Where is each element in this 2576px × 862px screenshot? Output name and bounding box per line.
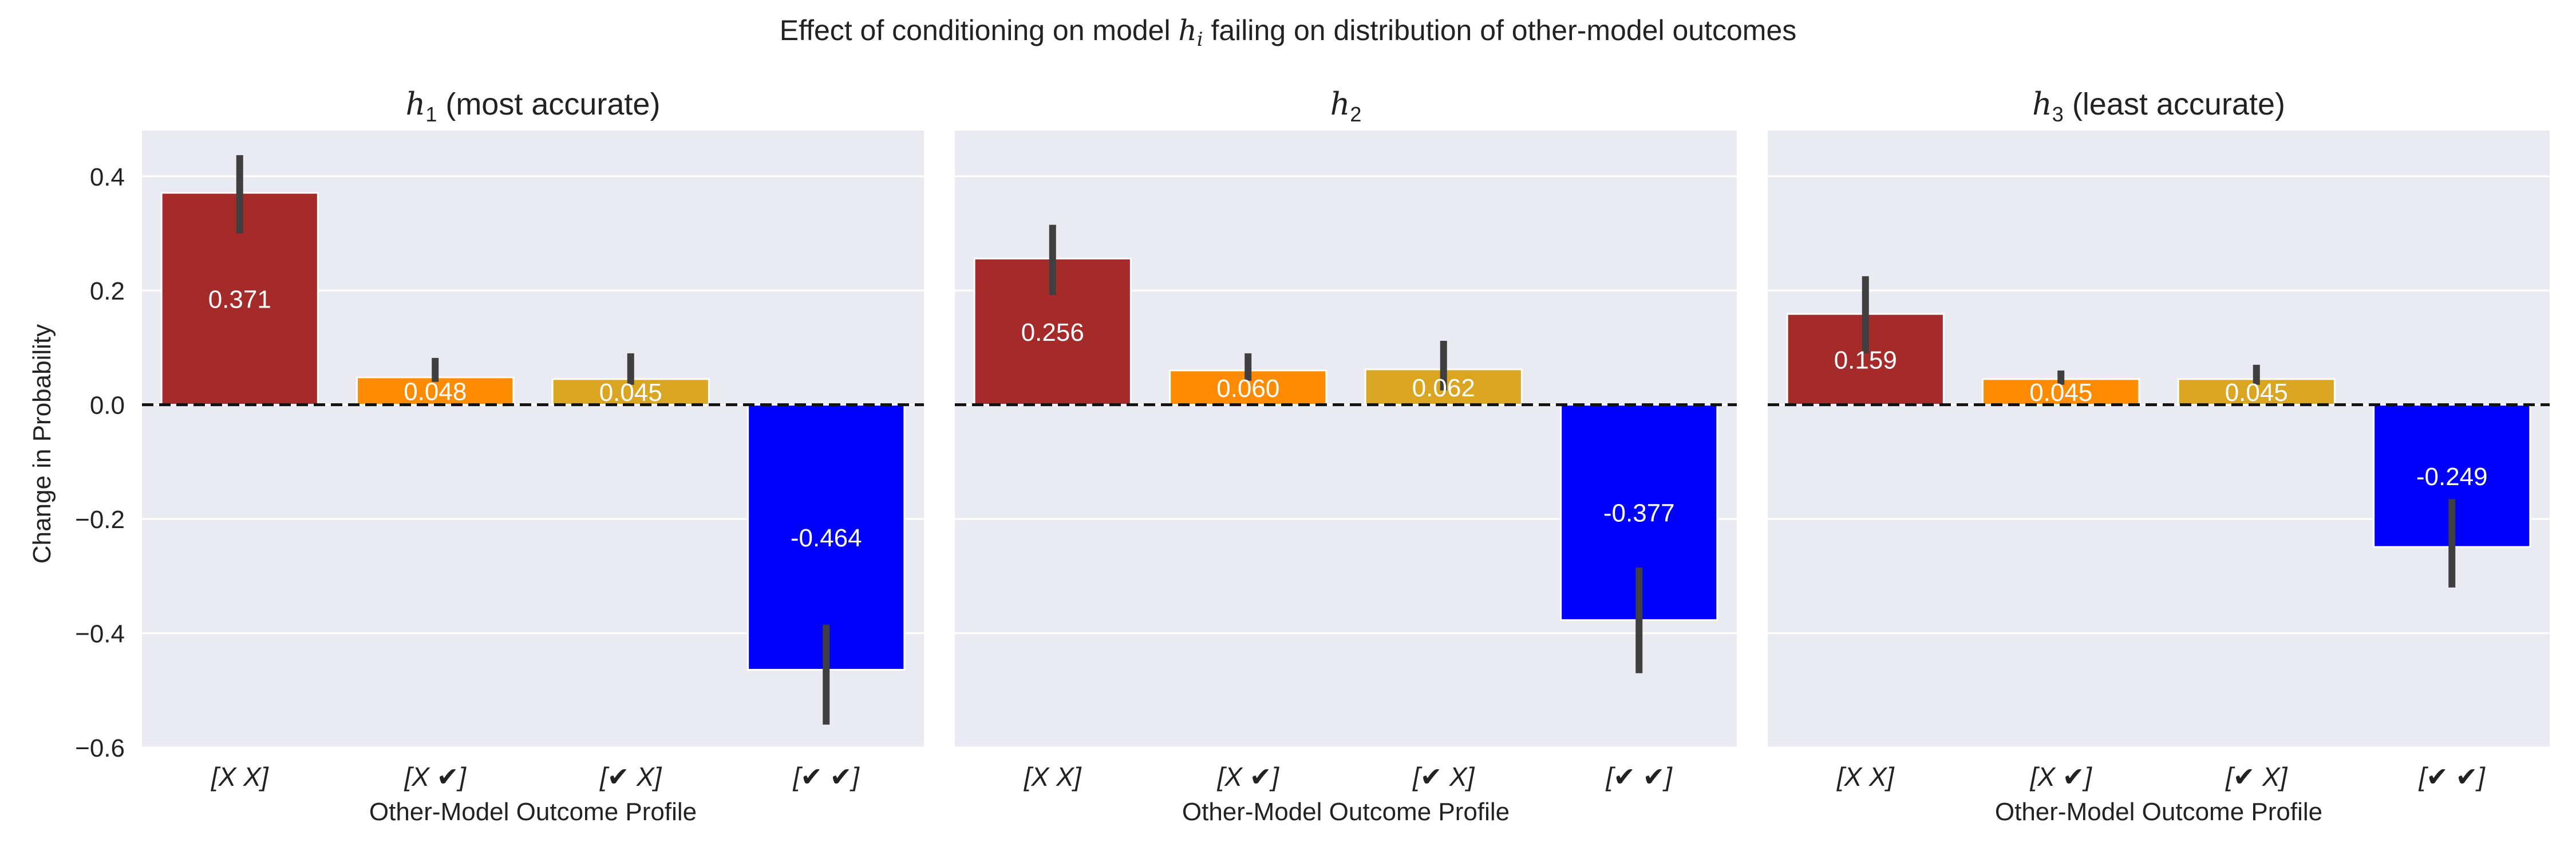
x-tick-label-1: [X X] <box>1836 762 1895 792</box>
y-tick-label: −0.4 <box>75 620 125 648</box>
y-tick-label: −0.2 <box>75 506 125 534</box>
x-tick-label-3: [✔ X] <box>599 762 662 792</box>
panel-title: h3 (least accurate) <box>2032 86 2285 126</box>
data-label-1: 0.256 <box>1021 318 1084 347</box>
x-tick-label-3: [✔ X] <box>1412 762 1475 792</box>
x-axis-label: Other-Model Outcome Profile <box>1995 798 2322 826</box>
panel-title: h2 <box>1330 86 1362 126</box>
y-tick-label: −0.6 <box>75 734 125 762</box>
data-label-4: -0.377 <box>1603 499 1675 528</box>
data-label-4: -0.249 <box>2416 463 2488 491</box>
x-tick-label-2: [X ✔] <box>404 762 467 792</box>
data-label-4: -0.464 <box>791 524 862 552</box>
x-axis-label: Other-Model Outcome Profile <box>1182 798 1510 826</box>
bar-2 <box>1982 378 2140 406</box>
y-tick-label: 0.4 <box>90 163 125 191</box>
panel-title: h1 (most accurate) <box>406 86 661 126</box>
panel-3: 0.159 0.045 0.045 -0.249 [X X] [X ✔] [✔ X] [✔ ✔… <box>1768 86 2550 826</box>
panel-2: 0.256 0.060 0.062 -0.377 [X X] [X ✔] [✔ X] [✔ ✔… <box>955 86 1737 826</box>
data-label-1: 0.159 <box>1834 346 1897 374</box>
x-tick-label-3: [✔ X] <box>2225 762 2288 792</box>
x-tick-label-4: [✔ ✔] <box>1606 762 1673 792</box>
x-axis-label: Other-Model Outcome Profile <box>369 798 697 826</box>
x-tick-label-2: [X ✔] <box>1216 762 1279 792</box>
data-label-2: 0.048 <box>404 378 467 406</box>
data-label-3: 0.045 <box>2225 379 2288 407</box>
data-label-2: 0.045 <box>2029 379 2092 407</box>
figure-title: Effect of conditioning on model hi faili… <box>780 14 1797 51</box>
panel-1: 0.371 0.048 0.045 -0.464 [X X] [X ✔] [✔ X] [✔ ✔… <box>75 86 924 826</box>
data-label-3: 0.062 <box>1412 374 1475 402</box>
x-tick-label-2: [X ✔] <box>2029 762 2092 792</box>
x-tick-label-1: [X X] <box>211 762 269 792</box>
data-label-1: 0.371 <box>208 286 271 314</box>
y-tick-label: 0.0 <box>90 392 125 420</box>
panels-layer: 0.371 0.048 0.045 -0.464 [X X] [X ✔] [✔ X] [✔ ✔… <box>75 86 2550 826</box>
data-label-2: 0.060 <box>1216 375 1279 403</box>
x-tick-label-4: [✔ ✔] <box>793 762 860 792</box>
y-tick-label: 0.2 <box>90 277 125 305</box>
data-label-3: 0.045 <box>599 379 662 407</box>
y-axis-label: Change in Probability <box>28 324 56 564</box>
x-tick-label-4: [✔ ✔] <box>2419 762 2486 792</box>
x-tick-label-1: [X X] <box>1024 762 1082 792</box>
